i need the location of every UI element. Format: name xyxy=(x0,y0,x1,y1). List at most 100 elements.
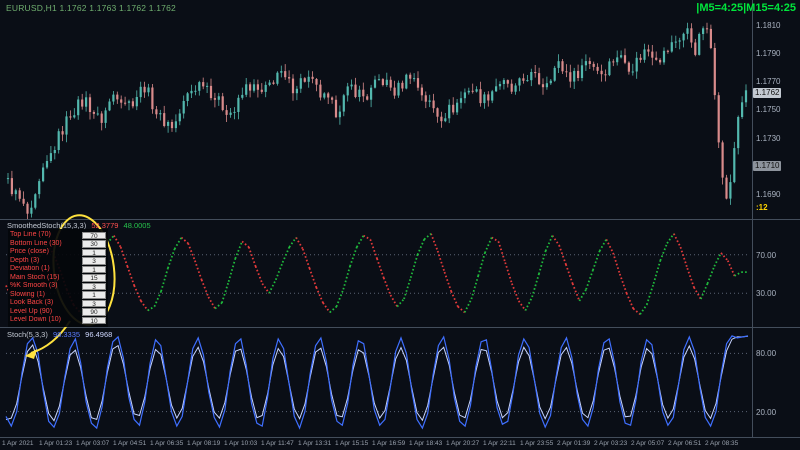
price-axis[interactable] xyxy=(753,0,800,437)
candle-body xyxy=(135,97,138,107)
candle-body xyxy=(237,97,240,112)
param-row: Depth (3) 3 xyxy=(10,257,106,265)
candle-body xyxy=(737,117,740,149)
candle-body xyxy=(14,190,17,195)
param-value-input[interactable]: 90 xyxy=(82,308,106,316)
candle-body xyxy=(69,116,72,118)
candle-body xyxy=(303,78,306,82)
candle-body xyxy=(358,89,361,97)
price-axis-tick: 1.1690 xyxy=(756,189,781,199)
candle-body xyxy=(288,77,291,79)
param-row: Main Stoch (15) 15 xyxy=(10,273,106,282)
candle-body xyxy=(623,55,627,63)
candle-body xyxy=(131,101,134,107)
param-value-input[interactable]: 15 xyxy=(82,274,106,282)
candle-body xyxy=(694,42,697,55)
time-axis-label: 1 Apr 03:07 xyxy=(76,440,110,447)
param-label: Level Up (90) xyxy=(10,307,53,315)
candle-body xyxy=(600,70,603,75)
candle-body xyxy=(127,101,131,103)
candle-body xyxy=(241,94,244,98)
param-label: Slowing (1) xyxy=(10,290,46,298)
candle-body xyxy=(561,61,564,72)
candle-body xyxy=(49,153,52,161)
time-axis-label: 1 Apr 01:23 xyxy=(39,440,73,447)
candle-body xyxy=(202,82,205,87)
param-label: Main Stoch (15) xyxy=(10,273,60,281)
candle-body xyxy=(18,190,21,199)
param-label: Bottom Line (30) xyxy=(10,239,62,247)
param-value-input[interactable]: 70 xyxy=(82,231,106,240)
candle-body xyxy=(190,90,193,94)
candle-body xyxy=(662,50,666,63)
candle-body xyxy=(584,61,587,66)
param-row: Top Line (70) 70 xyxy=(10,231,106,240)
candle-body xyxy=(741,102,744,117)
time-axis-label: 1 Apr 2021 xyxy=(2,440,34,447)
time-axis-label: 1 Apr 18:43 xyxy=(409,440,443,447)
price-axis-tick: 1.1750 xyxy=(756,105,781,115)
candle-body xyxy=(249,84,252,91)
candle-body xyxy=(397,82,400,96)
param-value-input[interactable]: 30 xyxy=(82,240,106,248)
candle-body xyxy=(475,89,478,92)
candle-body xyxy=(674,41,677,43)
candle-body xyxy=(643,49,646,60)
candle-body xyxy=(534,72,537,74)
middle-indicator-value-1: 52.3779 xyxy=(91,221,119,230)
candle-body xyxy=(744,90,748,103)
candle-body xyxy=(526,80,529,82)
candle-body xyxy=(522,78,525,81)
candle-body xyxy=(163,113,166,126)
param-value-input[interactable]: 3 xyxy=(82,282,106,291)
candle-body xyxy=(85,97,88,107)
candle-body xyxy=(487,94,490,101)
candle-body xyxy=(608,61,611,76)
indicator-parameters-panel: Top Line (70) 70 Bottom Line (30) 30 Price (… xyxy=(8,229,108,327)
candle-body xyxy=(440,116,443,122)
candle-body xyxy=(334,99,338,118)
candle-body xyxy=(577,70,580,78)
candle-body xyxy=(331,97,334,100)
candle-body xyxy=(413,78,416,80)
candle-body xyxy=(725,177,728,199)
candle-countdown: :12 xyxy=(756,203,768,212)
candle-body xyxy=(510,83,513,92)
bottom-indicator-value-2: 96.4968 xyxy=(85,330,113,339)
time-axis-label: 1 Apr 11:47 xyxy=(261,440,294,447)
candle-body xyxy=(698,34,701,55)
candle-body xyxy=(307,76,310,82)
candle-body xyxy=(635,57,638,72)
candle-body xyxy=(112,94,115,102)
param-label: %K Smooth (3) xyxy=(10,282,58,289)
candle-body xyxy=(518,78,521,86)
indicator-axis-tick: 80.00 xyxy=(756,349,777,359)
candle-body xyxy=(647,49,650,52)
candle-body xyxy=(38,181,41,195)
param-row: Slowing (1) 1 xyxy=(10,290,106,299)
time-axis-label: 2 Apr 08:35 xyxy=(705,440,739,447)
param-value-input[interactable]: 10 xyxy=(82,316,106,325)
candle-body xyxy=(342,95,345,112)
candle-body xyxy=(104,110,107,123)
candle-body xyxy=(432,100,435,109)
param-value-input[interactable]: 1 xyxy=(82,248,106,257)
candle-body xyxy=(73,115,76,118)
param-value-input[interactable]: 1 xyxy=(82,291,106,299)
candle-body xyxy=(96,113,99,115)
candle-body xyxy=(573,70,576,82)
candle-body xyxy=(616,57,619,63)
param-label: Price (close) xyxy=(10,248,49,255)
candle-body xyxy=(436,108,439,117)
chart-title: EURUSD,H1 1.1762 1.1763 1.1762 1.1762 xyxy=(6,3,176,13)
time-axis-label: 2 Apr 05:07 xyxy=(631,440,665,447)
param-value-input[interactable]: 3 xyxy=(82,257,106,265)
candle-body xyxy=(495,86,498,92)
candle-body xyxy=(362,89,365,97)
candle-body xyxy=(10,178,13,195)
candle-body xyxy=(81,99,84,107)
param-value-input[interactable]: 3 xyxy=(82,299,106,308)
bottom-indicator-name: Stoch(5,3,3) xyxy=(7,330,48,339)
param-value-input[interactable]: 1 xyxy=(82,265,106,274)
